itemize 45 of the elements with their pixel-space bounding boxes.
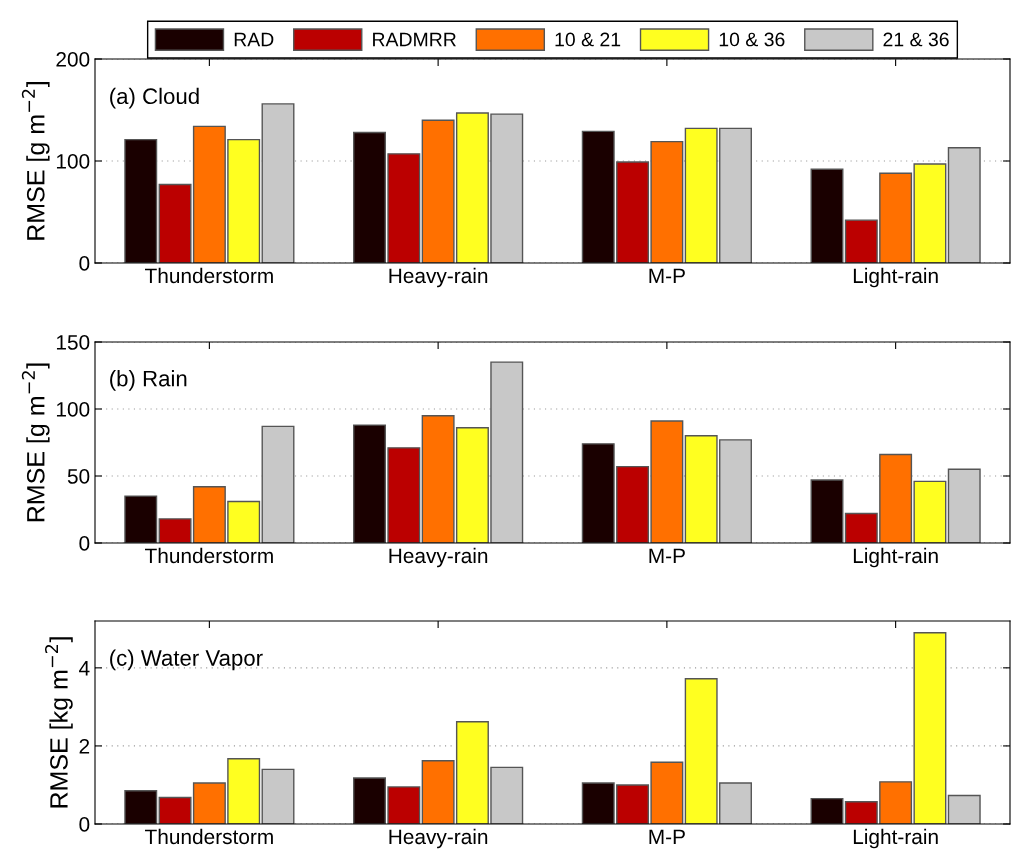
legend-label: 21 & 36 bbox=[883, 32, 949, 47]
y-tick-label: 100 bbox=[56, 154, 90, 169]
bar bbox=[810, 479, 844, 543]
legend-label: 10 & 21 bbox=[555, 32, 621, 47]
y-tick-label: 0 bbox=[79, 817, 90, 832]
legend-label: 10 & 36 bbox=[719, 32, 785, 47]
x-tick-label: Thunderstorm bbox=[145, 267, 273, 284]
x-tick-label: Heavy-rain bbox=[389, 267, 488, 288]
y-tick-label: 150 bbox=[56, 335, 90, 350]
x-tick-label: Heavy-rain bbox=[389, 828, 488, 849]
y-tick-label: 50 bbox=[67, 469, 90, 484]
y-tick-label: 0 bbox=[79, 536, 90, 551]
text: (c) Water Vapor bbox=[110, 649, 263, 671]
y-tick-label: 200 bbox=[56, 52, 90, 67]
y-tick-label: 2 bbox=[79, 738, 90, 754]
y-tick-label: 0 bbox=[79, 256, 90, 271]
x-tick-label: Thunderstorm bbox=[145, 828, 273, 845]
y-axis-title: RMSE [kg m$^{−2}$] bbox=[45, 637, 73, 808]
y-tick-label: 100 bbox=[56, 402, 90, 417]
bar bbox=[947, 794, 981, 824]
bar bbox=[261, 425, 295, 543]
x-tick-label: M-P bbox=[649, 548, 685, 563]
bar bbox=[810, 797, 844, 824]
x-tick-label: Heavy-rain bbox=[389, 547, 488, 568]
legend-label: RAD bbox=[234, 32, 274, 47]
x-tick-label: M-P bbox=[649, 829, 685, 844]
bar bbox=[261, 103, 295, 263]
x-tick-label: Light-rain bbox=[853, 828, 938, 849]
bar bbox=[810, 168, 844, 263]
text: (b) Rain bbox=[110, 370, 187, 391]
legend-label: RADMRR bbox=[373, 32, 456, 47]
bar bbox=[947, 147, 981, 263]
bar bbox=[124, 495, 158, 543]
bar bbox=[124, 138, 158, 263]
y-tick-label: 4 bbox=[79, 661, 90, 676]
x-tick-label: Light-rain bbox=[853, 547, 938, 568]
bar bbox=[947, 468, 981, 543]
x-tick-label: M-P bbox=[649, 268, 685, 283]
bar bbox=[261, 768, 295, 824]
text: (a) Cloud bbox=[110, 87, 199, 109]
bar bbox=[124, 790, 158, 824]
y-axis-title: RMSE [g m$^{−2}$] bbox=[21, 363, 50, 522]
y-axis-title: RMSE [g m$^{−2}$] bbox=[21, 82, 50, 240]
x-tick-label: Light-rain bbox=[853, 267, 938, 288]
x-tick-label: Thunderstorm bbox=[145, 547, 273, 564]
